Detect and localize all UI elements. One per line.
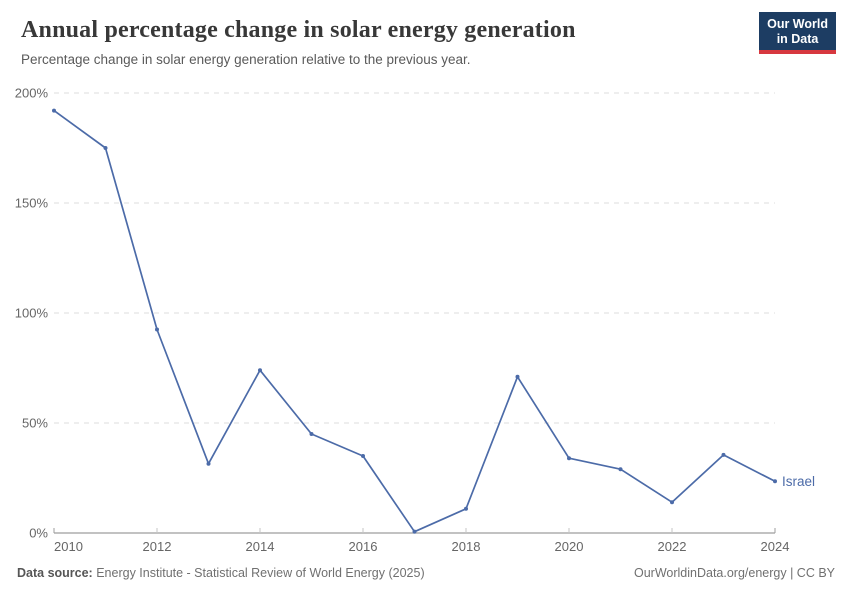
owid-logo[interactable]: Our World in Data	[759, 12, 836, 54]
x-tick-label: 2012	[143, 539, 172, 554]
data-point[interactable]	[258, 368, 262, 373]
owid-logo-line2: in Data	[776, 32, 819, 46]
data-point[interactable]	[618, 467, 623, 472]
israel-series-line[interactable]	[53, 109, 776, 533]
data-point[interactable]	[464, 506, 468, 511]
x-tick-label: 2016	[349, 539, 378, 554]
data-point[interactable]	[773, 479, 777, 484]
x-tick-label: 2010	[54, 539, 83, 554]
data-point[interactable]	[670, 500, 674, 505]
data-point[interactable]	[309, 432, 314, 436]
data-point[interactable]	[52, 108, 56, 113]
owid-logo-line1: Our World	[767, 17, 828, 31]
data-point[interactable]	[206, 461, 211, 466]
data-point[interactable]	[103, 146, 108, 150]
chart-title: Annual percentage change in solar energy…	[21, 17, 576, 43]
y-tick-label: 50%	[22, 416, 48, 431]
data-point[interactable]	[567, 456, 571, 461]
chart-canvas[interactable]: 0% 50% 100% 150% 200% 2010 2012 2014 2016 2018 202…	[0, 80, 850, 560]
data-point[interactable]	[515, 374, 520, 379]
data-source-label: Data source:	[17, 566, 93, 580]
data-point[interactable]	[155, 327, 159, 332]
x-tick-label: 2022	[658, 539, 687, 554]
line-chart[interactable]: 0% 50% 100% 150% 200% 2010 2012 2014 2016 2018 202…	[0, 80, 850, 560]
credit-link[interactable]: OurWorldinData.org/energy | CC BY	[633, 566, 835, 580]
y-tick-label: 0%	[29, 526, 48, 541]
x-tick-label: 2024	[761, 539, 790, 554]
y-tick-label: 200%	[15, 86, 49, 101]
x-tick-label: 2014	[246, 539, 275, 554]
y-tick-label: 150%	[15, 196, 49, 211]
chart-footer: Data source: Energy Institute - Statisti…	[17, 566, 835, 580]
series-end-label: Israel	[782, 474, 815, 489]
x-tick-label: 2020	[555, 539, 584, 554]
data-source-text: Energy Institute - Statistical Review of…	[96, 566, 425, 580]
y-tick-label: 100%	[15, 306, 49, 321]
data-point[interactable]	[412, 529, 417, 534]
x-tick-label: 2018	[452, 539, 481, 554]
data-point[interactable]	[361, 454, 365, 458]
data-point[interactable]	[721, 452, 726, 457]
data-source: Data source: Energy Institute - Statisti…	[17, 566, 425, 580]
chart-subtitle: Percentage change in solar energy genera…	[21, 52, 471, 67]
